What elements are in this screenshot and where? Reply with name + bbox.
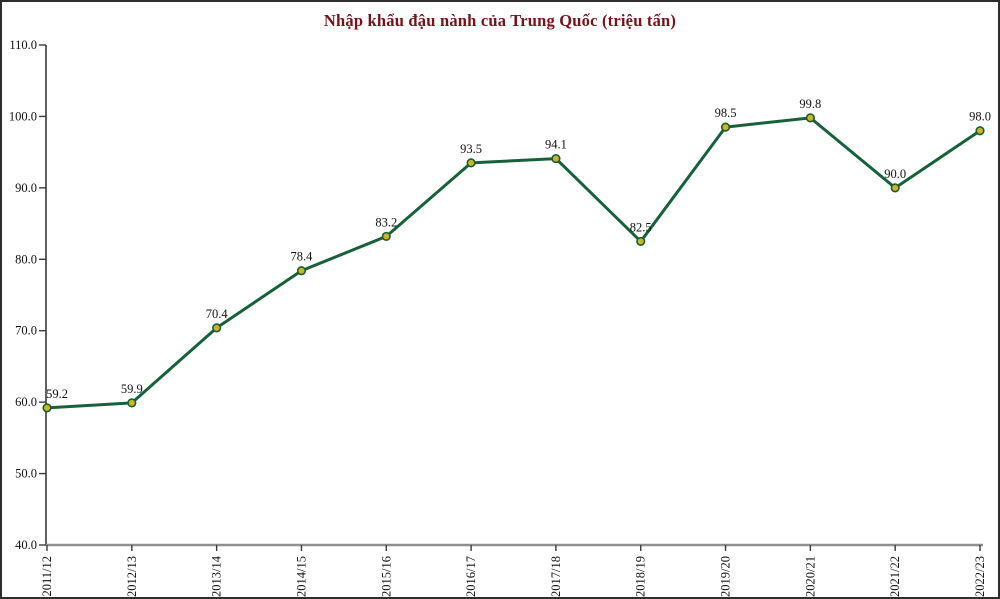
data-point-label: 82.5 — [630, 220, 652, 234]
data-point-label: 90.0 — [884, 167, 906, 181]
x-tick-label: 2013/14 — [210, 555, 224, 597]
y-tick-label: 90.0 — [15, 181, 37, 195]
data-point-label: 99.8 — [799, 97, 821, 111]
data-point — [296, 266, 307, 276]
data-point — [636, 236, 646, 247]
x-tick-label: 2011/12 — [40, 556, 54, 597]
data-point-label: 70.4 — [206, 307, 229, 321]
data-point-label: 94.1 — [545, 138, 567, 152]
data-point — [212, 323, 222, 333]
x-tick-label: 2017/18 — [549, 556, 563, 597]
data-point-label: 59.2 — [46, 387, 68, 401]
x-tick-label: 2020/21 — [803, 556, 817, 597]
x-tick-label: 2016/17 — [464, 556, 478, 597]
data-point — [720, 122, 731, 132]
data-point — [381, 231, 391, 242]
data-point — [805, 113, 815, 123]
data-point-label: 98.0 — [969, 110, 991, 124]
data-point-label: 78.4 — [291, 250, 314, 264]
chart-title: Nhập khẩu đậu nành của Trung Quốc (triệu… — [323, 11, 677, 30]
y-tick-label: 80.0 — [15, 252, 37, 266]
x-tick-label: 2018/19 — [634, 556, 648, 597]
y-tick-label: 60.0 — [15, 395, 37, 409]
y-tick-label: 40.0 — [15, 538, 37, 552]
data-point — [551, 153, 561, 164]
x-tick-label: 2019/20 — [719, 556, 733, 597]
data-point — [466, 158, 476, 168]
data-point-label: 98.5 — [715, 106, 737, 120]
data-point — [42, 403, 52, 413]
data-point — [127, 398, 137, 408]
data-point — [890, 183, 900, 193]
y-tick-label: 50.0 — [15, 467, 37, 481]
x-tick-label: 2012/13 — [125, 556, 139, 597]
data-point-label: 59.9 — [121, 382, 143, 396]
x-tick-label: 2022/23 — [973, 556, 987, 597]
data-line — [45, 116, 982, 410]
y-tick-label: 70.0 — [15, 324, 37, 338]
x-tick-label: 2021/22 — [888, 556, 902, 597]
x-tick-label: 2015/16 — [379, 556, 393, 597]
data-point-label: 93.5 — [460, 142, 482, 156]
y-tick-label: 110.0 — [9, 38, 37, 52]
data-point — [975, 126, 985, 136]
y-tick-label: 100.0 — [9, 109, 37, 123]
data-point-label: 83.2 — [375, 215, 397, 229]
x-tick-label: 2014/15 — [294, 556, 308, 597]
